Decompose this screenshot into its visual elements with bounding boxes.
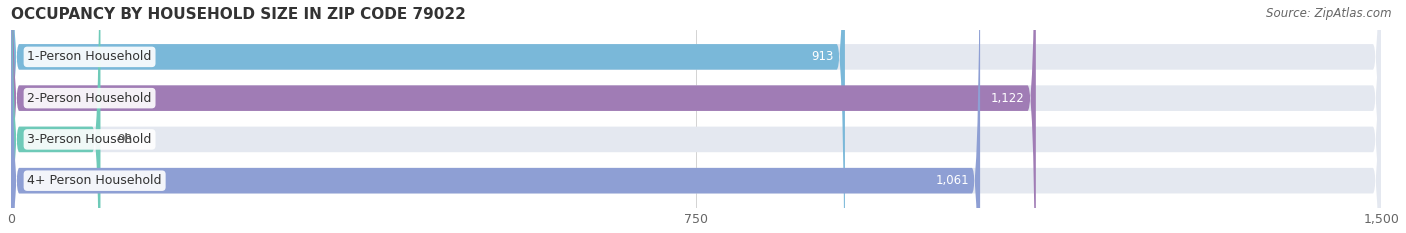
Text: 98: 98: [117, 133, 132, 146]
FancyBboxPatch shape: [11, 0, 1381, 233]
FancyBboxPatch shape: [11, 0, 1381, 233]
FancyBboxPatch shape: [11, 0, 845, 233]
Text: 2-Person Household: 2-Person Household: [27, 92, 152, 105]
Text: 913: 913: [811, 50, 834, 63]
Text: Source: ZipAtlas.com: Source: ZipAtlas.com: [1267, 7, 1392, 20]
Text: 1,061: 1,061: [935, 174, 969, 187]
FancyBboxPatch shape: [11, 0, 1381, 233]
FancyBboxPatch shape: [11, 0, 100, 233]
FancyBboxPatch shape: [11, 0, 1036, 233]
Text: 4+ Person Household: 4+ Person Household: [27, 174, 162, 187]
Text: 1-Person Household: 1-Person Household: [27, 50, 152, 63]
Text: 1,122: 1,122: [991, 92, 1025, 105]
Text: OCCUPANCY BY HOUSEHOLD SIZE IN ZIP CODE 79022: OCCUPANCY BY HOUSEHOLD SIZE IN ZIP CODE …: [11, 7, 465, 22]
FancyBboxPatch shape: [11, 0, 980, 233]
Text: 3-Person Household: 3-Person Household: [27, 133, 152, 146]
FancyBboxPatch shape: [11, 0, 1381, 233]
